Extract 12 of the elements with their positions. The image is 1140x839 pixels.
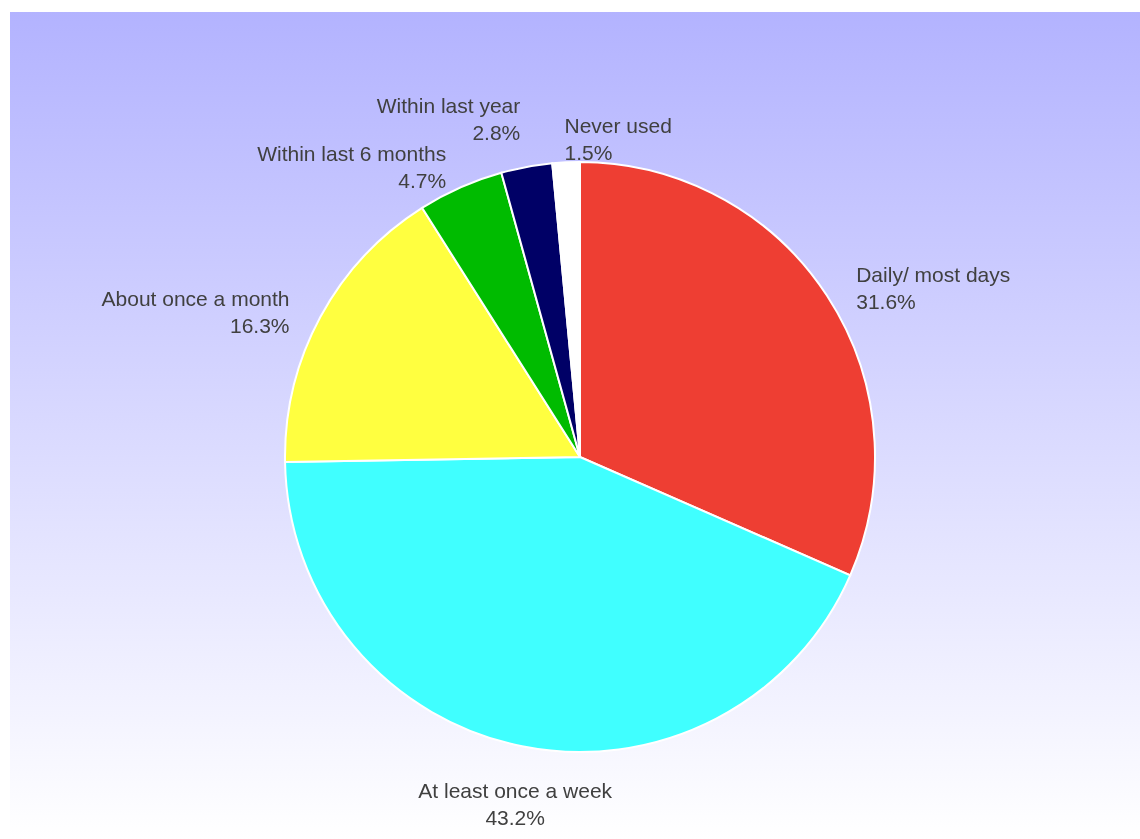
slice-label: About once a month bbox=[101, 287, 290, 311]
slice-label: Daily/ most days bbox=[856, 263, 1011, 287]
slice-label: Within last 6 months bbox=[257, 142, 447, 166]
slice-label: Never used bbox=[564, 114, 672, 138]
data-label: 1.5% bbox=[564, 141, 613, 165]
slice-label: Within last year bbox=[376, 94, 521, 118]
data-label: 2.8% bbox=[472, 121, 521, 145]
slice-label: At least once a week bbox=[418, 778, 613, 802]
data-label: 43.2% bbox=[485, 805, 545, 829]
data-label: 31.6% bbox=[856, 290, 916, 314]
data-label: 4.7% bbox=[398, 169, 447, 193]
data-label: 16.3% bbox=[229, 314, 290, 338]
